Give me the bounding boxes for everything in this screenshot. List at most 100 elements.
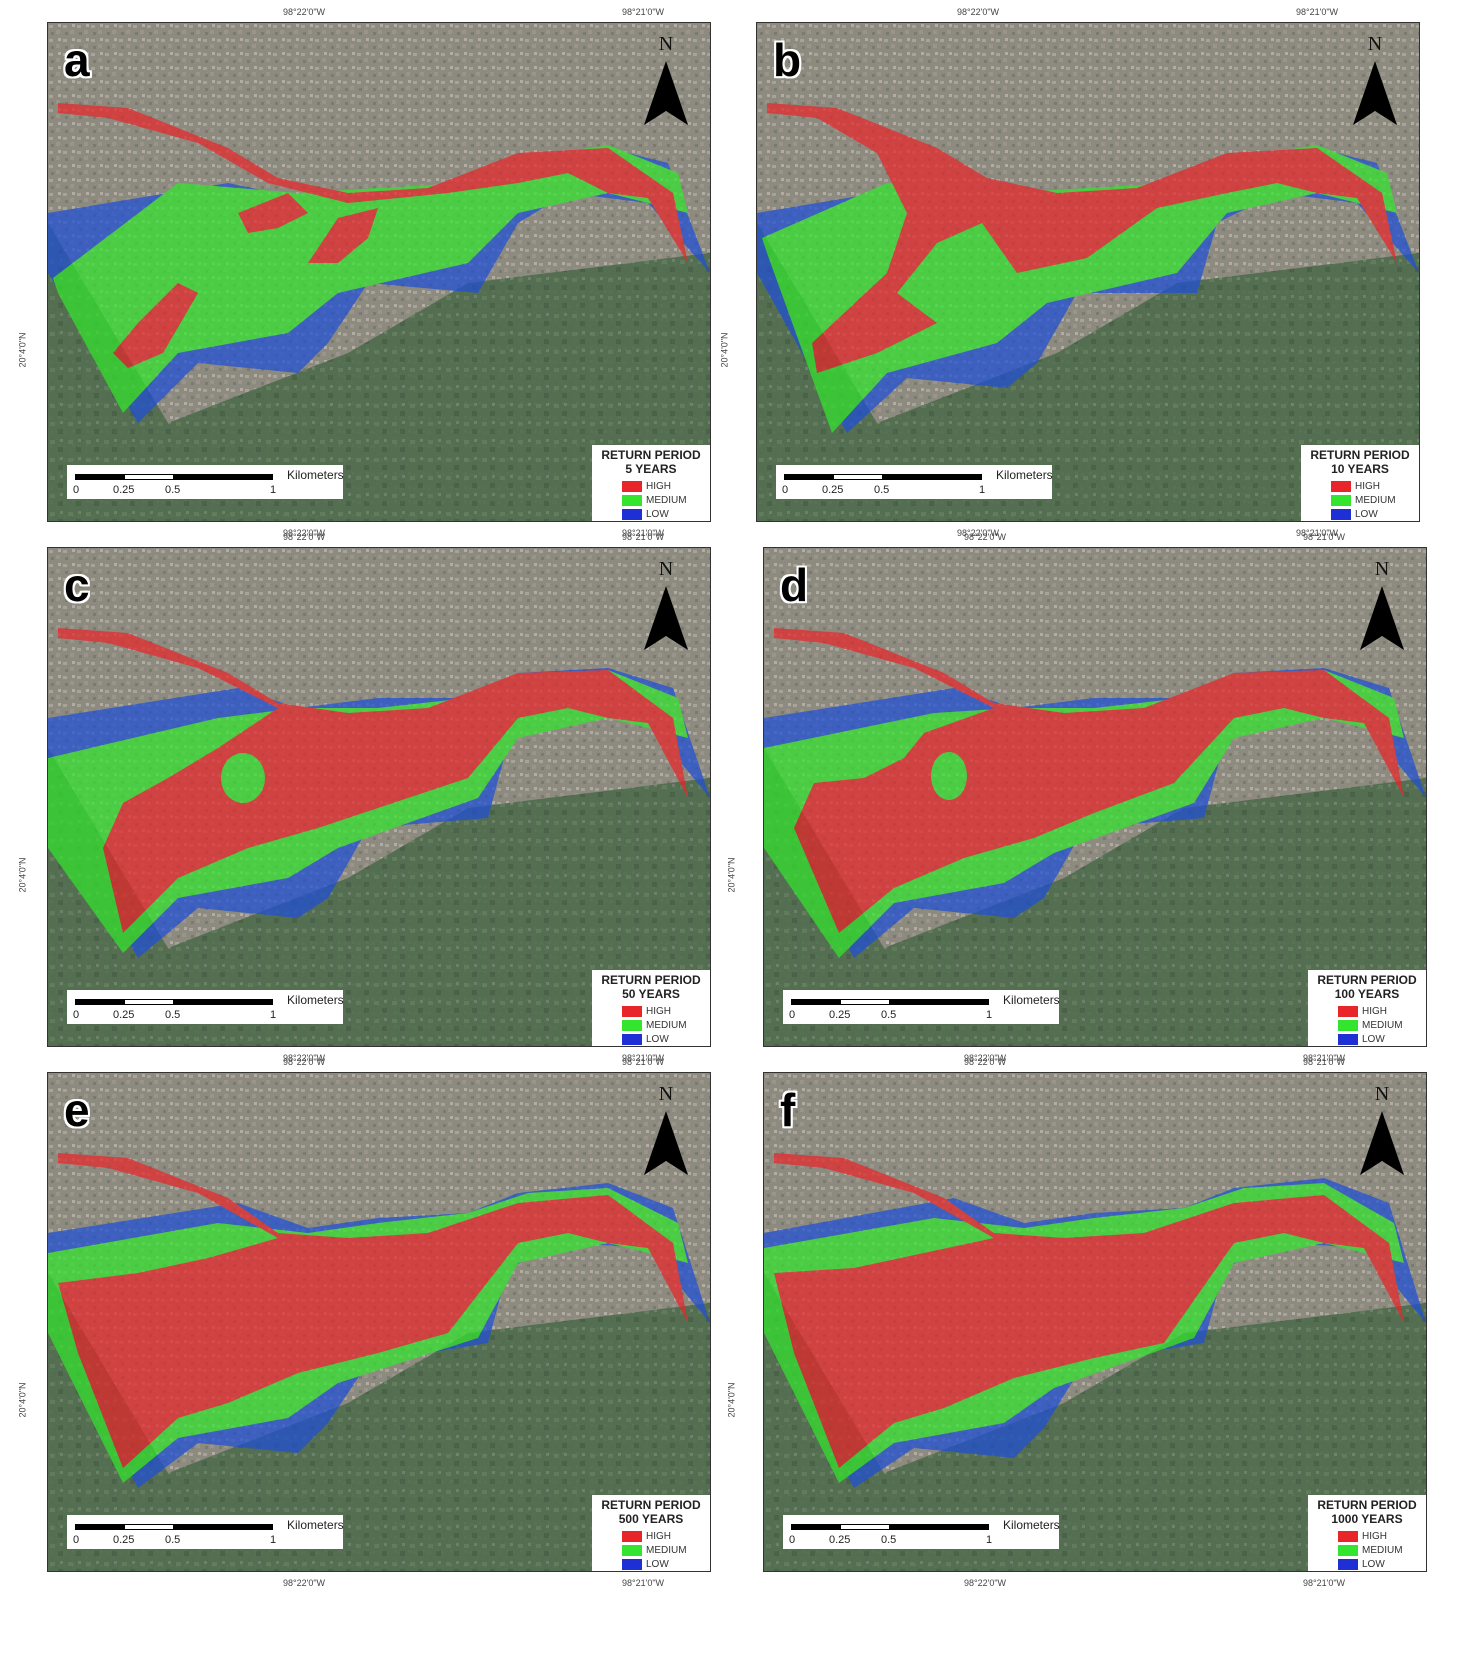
lon-label-bottom-left: 98°22'0"W — [964, 1053, 1007, 1063]
north-label: N — [658, 33, 674, 55]
legend-label-medium: MEDIUM — [1362, 1020, 1403, 1031]
north-arrow: N — [1358, 558, 1406, 662]
north-label: N — [1374, 558, 1390, 580]
map-frame: a N Kilometers 0 0.25 0.5 1 RETURN PERIO… — [47, 22, 711, 522]
map-panel-f: 98°22'0"W 98°21'0"W 98°22'0"W 98°21'0"W … — [726, 1050, 1458, 1601]
scale-tick-0: 0 — [789, 1009, 796, 1021]
scale-tick-05: 0.5 — [881, 1534, 897, 1546]
north-label: N — [658, 558, 674, 580]
map-frame: b N Kilometers 0 0.25 0.5 1 RETURN PERIO… — [756, 22, 1420, 522]
lon-label-bottom-left: 98°22'0"W — [283, 528, 326, 538]
lon-label-top-right: 98°21'0"W — [1303, 532, 1346, 542]
scale-bar: Kilometers 0 0.25 0.5 1 — [783, 990, 1060, 1024]
map-panel-c: 98°22'0"W 98°21'0"W 98°22'0"W 98°21'0"W … — [0, 525, 729, 1076]
legend-swatch-medium — [1331, 495, 1351, 506]
north-arrow-icon — [644, 586, 688, 650]
lat-label-left: 20°4'0"N — [726, 857, 737, 893]
legend-period: 100 YEARS — [1334, 987, 1400, 1001]
legend: RETURN PERIOD 1000 YEARS HIGH MEDIUM LOW — [1308, 1495, 1426, 1571]
lat-label-left: 20°4'0"N — [17, 857, 28, 893]
scale-tick-0: 0 — [73, 484, 80, 496]
legend: RETURN PERIOD 100 YEARS HIGH MEDIUM LOW — [1308, 970, 1426, 1046]
lon-label-bottom-right: 98°21'0"W — [1303, 1053, 1346, 1063]
map-frame: d N Kilometers 0 0.25 0.5 1 RETURN PERIO… — [763, 547, 1427, 1047]
legend-label-low: LOW — [1355, 509, 1378, 520]
panel-letter: a — [64, 34, 90, 86]
legend-label-low: LOW — [646, 509, 669, 520]
legend-swatch-medium — [622, 1020, 642, 1031]
lon-label-top-left: 98°22'0"W — [964, 1057, 1007, 1067]
satellite-basemap — [757, 23, 1419, 521]
lon-label-top-left: 98°22'0"W — [283, 7, 326, 17]
legend: RETURN PERIOD 10 YEARS HIGH MEDIUM LOW — [1301, 445, 1419, 521]
scale-tick-1: 1 — [986, 1534, 993, 1546]
map-panel-a: 98°22'0"W 98°21'0"W 98°22'0"W 98°21'0"W … — [0, 0, 729, 551]
scale-units: Kilometers — [1003, 1518, 1060, 1532]
lat-label-left: 20°4'0"N — [726, 1382, 737, 1418]
legend-period: 10 YEARS — [1331, 462, 1389, 476]
lon-label-top-left: 98°22'0"W — [957, 7, 1000, 17]
legend-period: 500 YEARS — [618, 1512, 684, 1526]
lon-label-top-left: 98°22'0"W — [283, 532, 326, 542]
legend-title: RETURN PERIOD — [601, 1498, 701, 1512]
legend-label-high: HIGH — [646, 1006, 671, 1017]
legend-swatch-low — [622, 509, 642, 520]
legend-label-high: HIGH — [1362, 1006, 1387, 1017]
legend-label-low: LOW — [1362, 1559, 1385, 1570]
lon-label-top-right: 98°21'0"W — [622, 532, 665, 542]
legend: RETURN PERIOD 500 YEARS HIGH MEDIUM LOW — [592, 1495, 710, 1571]
legend-swatch-low — [1331, 509, 1351, 520]
lon-label-bottom-left: 98°22'0"W — [964, 1578, 1007, 1588]
map-panel-e: 98°22'0"W 98°21'0"W 98°22'0"W 98°21'0"W … — [0, 1050, 729, 1601]
north-label: N — [658, 1083, 674, 1105]
scale-tick-1: 1 — [986, 1009, 993, 1021]
lon-label-bottom-right: 98°21'0"W — [622, 1578, 665, 1588]
legend-period: 5 YEARS — [625, 462, 677, 476]
satellite-basemap — [48, 23, 710, 521]
legend-label-high: HIGH — [1355, 481, 1380, 492]
north-arrow: N — [642, 33, 690, 137]
lat-label-left: 20°4'0"N — [17, 1382, 28, 1418]
lon-label-bottom-right: 98°21'0"W — [622, 528, 665, 538]
lon-label-bottom-left: 98°22'0"W — [957, 528, 1000, 538]
legend-label-high: HIGH — [646, 481, 671, 492]
legend-title: RETURN PERIOD — [1317, 973, 1417, 987]
scale-tick-025: 0.25 — [113, 1009, 135, 1021]
legend-title: RETURN PERIOD — [1310, 448, 1410, 462]
scale-tick-1: 1 — [270, 1534, 277, 1546]
scale-bar: Kilometers 0 0.25 0.5 1 — [67, 465, 344, 499]
legend-label-medium: MEDIUM — [646, 495, 687, 506]
map-frame: c N Kilometers 0 0.25 0.5 1 RETURN PERIO… — [47, 547, 711, 1047]
scale-tick-05: 0.5 — [165, 484, 181, 496]
panel-letter: d — [780, 559, 809, 611]
legend-swatch-medium — [1338, 1020, 1358, 1031]
map-frame: f N Kilometers 0 0.25 0.5 1 RETURN PERIO… — [763, 1072, 1427, 1572]
scale-units: Kilometers — [1003, 993, 1060, 1007]
legend-swatch-low — [1338, 1559, 1358, 1570]
panel-letter: c — [64, 559, 90, 611]
scale-bar: Kilometers 0 0.25 0.5 1 — [776, 465, 1053, 499]
lon-label-bottom-right: 98°21'0"W — [1296, 528, 1339, 538]
lon-label-top-left: 98°22'0"W — [283, 1057, 326, 1067]
legend-label-medium: MEDIUM — [646, 1020, 687, 1031]
north-arrow: N — [1358, 1083, 1406, 1187]
legend-swatch-low — [622, 1559, 642, 1570]
legend-swatch-medium — [622, 1545, 642, 1556]
legend-title: RETURN PERIOD — [601, 973, 701, 987]
map-frame: e N Kilometers 0 0.25 0.5 1 RETURN PERIO… — [47, 1072, 711, 1572]
legend-period: 50 YEARS — [622, 987, 680, 1001]
scale-tick-025: 0.25 — [113, 1534, 135, 1546]
lon-label-top-right: 98°21'0"W — [622, 7, 665, 17]
legend-label-medium: MEDIUM — [1355, 495, 1396, 506]
scale-units: Kilometers — [996, 468, 1053, 482]
panel-letter: e — [64, 1084, 90, 1136]
legend-swatch-low — [622, 1034, 642, 1045]
north-arrow: N — [1351, 33, 1399, 137]
scale-tick-05: 0.5 — [881, 1009, 897, 1021]
scale-tick-025: 0.25 — [113, 484, 135, 496]
north-arrow-icon — [644, 61, 688, 125]
scale-tick-0: 0 — [782, 484, 789, 496]
scale-bar: Kilometers 0 0.25 0.5 1 — [783, 1515, 1060, 1549]
north-label: N — [1367, 33, 1383, 55]
scale-units: Kilometers — [287, 993, 344, 1007]
